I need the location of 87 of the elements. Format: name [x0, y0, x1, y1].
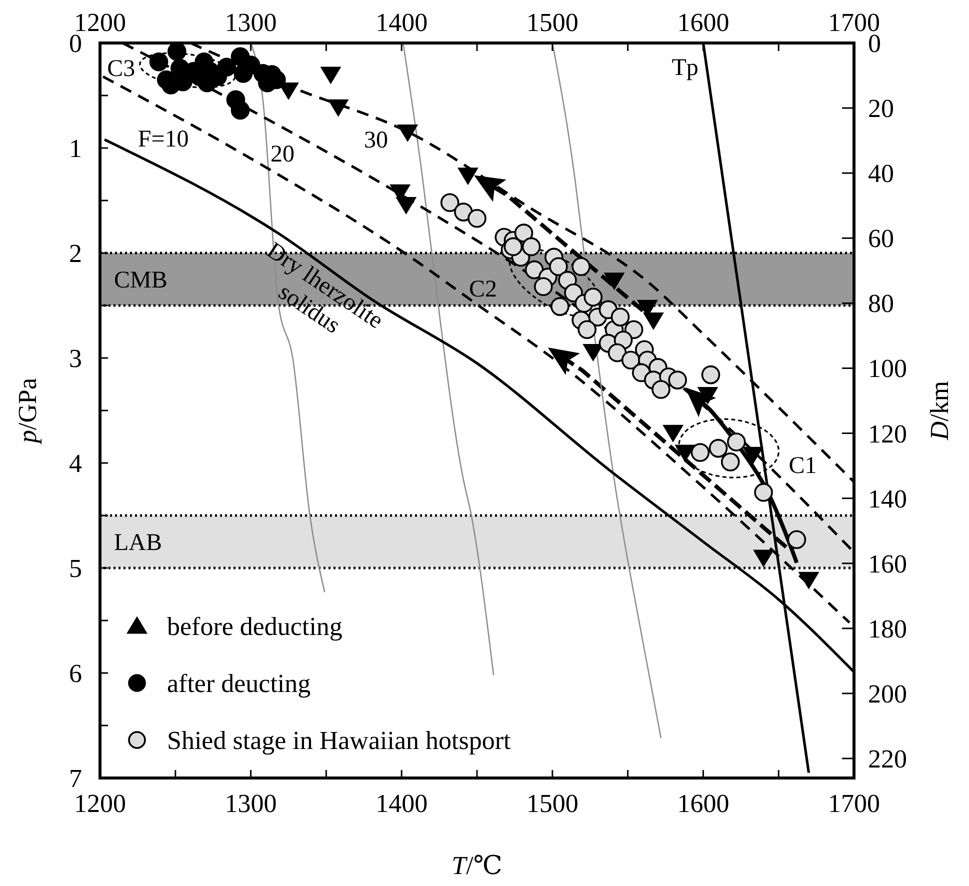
point: [578, 320, 596, 340]
x-axis-title: T/℃: [452, 851, 502, 880]
y-tick-label: 5: [69, 554, 82, 583]
x2-tick-label: 1500: [526, 789, 578, 818]
point: [652, 380, 670, 399]
point: [458, 168, 478, 185]
point: [720, 452, 740, 472]
legend-label: after deucting: [167, 669, 311, 698]
point: [690, 443, 710, 462]
point: [440, 193, 460, 212]
point: [643, 312, 664, 330]
y2-tick-label: 180: [868, 614, 907, 644]
point: [798, 572, 819, 589]
legend-label: Shied stage in Hawaiian hotsport: [167, 726, 512, 755]
x-tick-label: 1300: [224, 8, 277, 37]
point: [234, 64, 253, 83]
x2-tick-label: 1700: [828, 789, 880, 818]
point: [534, 277, 553, 296]
line-series: [402, 42, 494, 676]
x-tick-label: 1500: [526, 8, 578, 37]
point: [787, 530, 806, 550]
point: [662, 424, 684, 442]
y2-tick-label: 220: [868, 744, 907, 774]
point: [217, 58, 236, 77]
point: [522, 237, 541, 256]
annotation: C2: [469, 276, 498, 303]
point: [514, 224, 534, 242]
point: [454, 202, 473, 222]
point: [149, 52, 168, 72]
y-tick-label: 4: [69, 449, 82, 478]
point: [572, 257, 590, 276]
point: [610, 308, 630, 326]
point: [753, 550, 774, 567]
point: [726, 432, 746, 452]
point: [624, 320, 644, 340]
x2-tick-label: 1300: [224, 789, 277, 818]
line-series: [552, 42, 662, 739]
x2-tick-label: 1600: [677, 789, 730, 818]
point: [524, 260, 544, 280]
y-tick-label: 6: [69, 659, 82, 688]
y2-tick-label: 120: [868, 419, 907, 448]
y2-tick-label: 40: [868, 159, 894, 188]
x-tick-label: 1600: [677, 8, 730, 37]
point: [504, 237, 523, 256]
point: [701, 365, 720, 384]
annotation: 20: [270, 141, 294, 168]
point: [161, 76, 180, 94]
point: [564, 284, 583, 302]
point: [584, 288, 603, 306]
y-tick-label: 2: [69, 239, 82, 268]
point: [668, 370, 687, 390]
point: [549, 257, 568, 276]
point: [621, 350, 640, 370]
point: [320, 66, 341, 84]
y-axis-title: p/GPa: [13, 378, 42, 445]
point: [608, 343, 627, 362]
point: [230, 100, 250, 120]
point: [675, 444, 696, 462]
point: [398, 124, 418, 142]
y2-tick-label: 100: [868, 354, 907, 384]
annotation: C1: [788, 453, 817, 480]
y-tick-label: 3: [69, 344, 82, 373]
annotation: C3: [107, 56, 136, 82]
y2-tick-label: 140: [868, 484, 907, 514]
point: [604, 272, 624, 290]
point: [396, 197, 416, 214]
point: [754, 483, 773, 502]
x-tick-label: 1400: [376, 8, 428, 37]
annotation: F=10: [138, 126, 189, 153]
legend-label: before deducting: [167, 612, 342, 641]
point: [328, 99, 348, 116]
y2-tick-label: 200: [868, 679, 907, 708]
y2-tick-label: 160: [868, 549, 907, 578]
y-tick-label: 1: [69, 134, 82, 163]
band-label: CMB: [114, 267, 168, 294]
y2-tick-label: 20: [868, 94, 894, 124]
band-label: LAB: [114, 530, 162, 556]
point: [742, 446, 764, 464]
x2-tick-label: 1400: [376, 789, 428, 818]
point: [550, 297, 570, 316]
annotation: Tp: [672, 55, 698, 82]
y2-axis-title: D/km: [925, 380, 954, 442]
y2-tick-label: 80: [868, 289, 894, 318]
y2-tick-label: 60: [868, 224, 894, 254]
annotation: 30: [364, 128, 388, 154]
point: [708, 438, 728, 458]
point: [468, 208, 486, 228]
